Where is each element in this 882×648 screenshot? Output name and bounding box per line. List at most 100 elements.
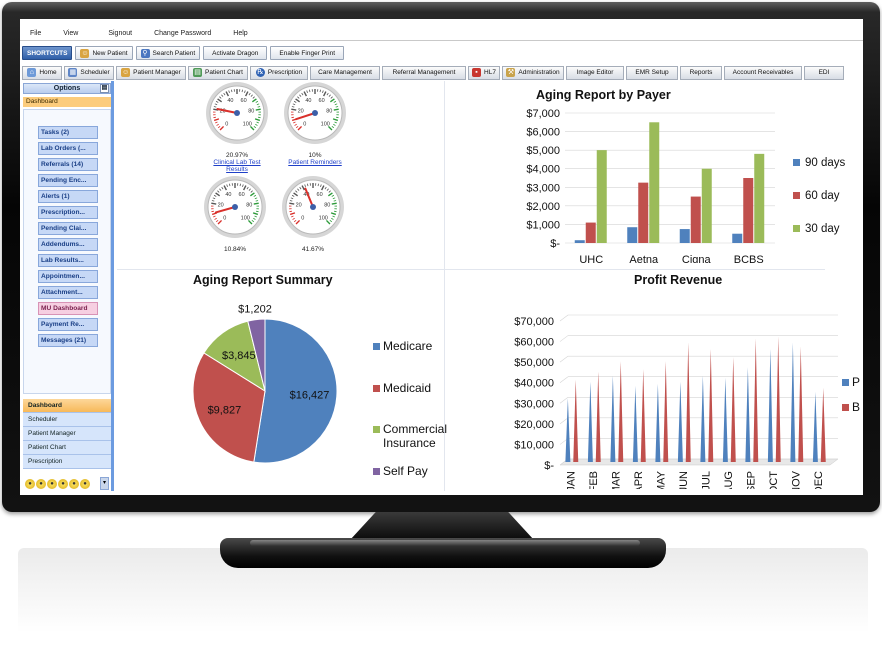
sidebar-item-attachments[interactable]: Attachment... (38, 286, 98, 299)
gauge-fourth: 0 20 40 60 80 100 41.67% (278, 175, 348, 253)
menu-file[interactable]: File (30, 30, 42, 37)
sidebar-item-pending-encounters[interactable]: Pending Enc... (38, 174, 98, 187)
tab-home[interactable]: ⌂ Home (22, 65, 62, 80)
tab-patient-chart[interactable]: ▤ Patient Chart (188, 65, 248, 80)
gauge-tick (242, 184, 244, 187)
sidebar-item-alerts[interactable]: Alerts (1) (38, 190, 98, 203)
gauge-tick-label: 80 (324, 203, 330, 209)
gauge-tick (319, 89, 321, 93)
tab-edi[interactable]: EDI (804, 65, 844, 80)
gauge-tick (331, 125, 335, 129)
nav-scheduler[interactable]: Scheduler (23, 413, 111, 427)
enable-finger-print-button[interactable]: Enable Finger Print (270, 46, 345, 60)
profit-bar (775, 336, 781, 462)
nav-icon-6[interactable]: ● (80, 479, 90, 489)
new-patient-icon: ☺ (80, 48, 90, 58)
tab-emr-setup[interactable]: EMR Setup (626, 65, 678, 80)
nav-shortcut-icons: ● ● ● ● ● ● (25, 479, 90, 489)
pin-icon[interactable]: ▤ (100, 84, 109, 93)
profit-bar (790, 342, 796, 462)
nav-icon-2[interactable]: ● (36, 479, 46, 489)
gauge-tick-label: 80 (248, 109, 254, 115)
tab-care-management[interactable]: Care Management (310, 65, 380, 80)
gauge-value: 10% (308, 152, 322, 159)
gauge-tick (254, 118, 261, 122)
sidebar-item-lab-results[interactable]: Lab Results... (38, 254, 98, 267)
gauge-tick (294, 123, 297, 126)
tab-scheduler-label: Scheduler (80, 69, 110, 76)
nav-more-icon[interactable]: ▾ (100, 477, 109, 490)
nav-icon-1[interactable]: ● (25, 479, 35, 489)
menu-help[interactable]: Help (233, 30, 248, 37)
patient-reminders-link[interactable]: Patient Reminders (288, 159, 342, 166)
sidebar-item-referrals[interactable]: Referrals (14) (38, 158, 98, 171)
gauge-tick-label: 80 (246, 203, 252, 209)
gauge-tick (299, 94, 302, 97)
search-patient-button[interactable]: ⚲ Search Patient (135, 46, 201, 60)
tab-administration[interactable]: ⚒ Administration (502, 65, 564, 80)
nav-icon-5[interactable]: ● (69, 479, 79, 489)
sidebar-item-appointments[interactable]: Appointmen... (38, 270, 98, 283)
tab-account-receivables[interactable]: Account Receivables (724, 65, 802, 80)
sidebar-item-pending-claims[interactable]: Pending Clai... (38, 222, 98, 235)
gauge-tick (291, 194, 295, 197)
gauge-tick (213, 194, 217, 197)
menu-change-password[interactable]: Change Password (154, 30, 212, 37)
clinical-lab-test-results-link[interactable]: Clinical Lab Test Results (213, 159, 261, 173)
gauge-tick-label: 80 (326, 109, 332, 115)
nav-icon-3[interactable]: ● (47, 479, 57, 489)
app-screen: File View Signout Change Password Help S… (20, 19, 863, 495)
gauge-tick (293, 121, 296, 124)
gauge-tick (333, 108, 339, 111)
sidebar-item-payment-reports[interactable]: Payment Re... (38, 318, 98, 331)
nav-patient-manager[interactable]: Patient Manager (23, 427, 111, 441)
gauge-tick-label: 0 (301, 215, 304, 221)
gauge-tick (221, 94, 224, 97)
payer-x-tick: UHC (579, 254, 603, 263)
tab-prescription[interactable]: ℞ Prescription (250, 65, 308, 80)
profit-y-tick: $70,000 (514, 316, 554, 328)
tab-hl7[interactable]: ▪ HL7 (468, 65, 500, 80)
nav-patient-chart[interactable]: Patient Chart (23, 441, 111, 455)
nav-dashboard[interactable]: Dashboard (23, 399, 111, 413)
gauge-tick (211, 200, 215, 202)
gauge-tick (295, 98, 301, 103)
gauge-tick (225, 91, 229, 97)
gauge-tick (253, 202, 259, 205)
payer-legend-swatch (793, 159, 800, 166)
sidebar-item-mu-dashboard[interactable]: MU Dashboard (38, 302, 98, 315)
gauge-tick-label: 0 (225, 121, 228, 127)
aging-summary-title: Aging Report Summary (193, 273, 333, 287)
menu-signout[interactable]: Signout (108, 30, 133, 37)
tab-reports[interactable]: Reports (680, 65, 722, 80)
profit-gridline-side (559, 417, 569, 425)
tab-image-editor[interactable]: Image Editor (566, 65, 624, 80)
payer-bar (574, 240, 585, 243)
nav-prescription[interactable]: Prescription (23, 455, 111, 469)
gauge-tick (293, 192, 299, 197)
pie-legend-swatch (373, 468, 380, 475)
gauge-tick (221, 186, 224, 190)
tab-scheduler[interactable]: ▦ Scheduler (64, 65, 114, 80)
activate-dragon-button[interactable]: Activate Dragon (203, 46, 268, 60)
sidebar-item-tasks[interactable]: Tasks (2) (38, 126, 98, 139)
menu-view[interactable]: View (63, 30, 79, 37)
sidebar-item-addendums[interactable]: Addendums... (38, 238, 98, 251)
payer-y-tick: $6,000 (526, 127, 560, 139)
gauge-tick (223, 92, 226, 96)
tab-referral-management[interactable]: Referral Management (382, 65, 466, 80)
sidebar-item-lab-orders[interactable]: Lab Orders (... (38, 142, 98, 155)
gauge-tick (216, 123, 219, 126)
sidebar-item-messages[interactable]: Messages (21) (38, 334, 98, 347)
profit-bar (812, 392, 818, 462)
tab-reports-label: Reports (689, 69, 713, 76)
new-patient-button[interactable]: ☺ New Patient (75, 46, 133, 60)
gauge-tick (248, 92, 251, 96)
profit-legend-swatch (842, 404, 849, 411)
dashboard-section-header[interactable]: Dashboard (23, 97, 111, 107)
tab-patient-manager[interactable]: ☺ Patient Manager (116, 65, 186, 80)
pie-legend-swatch (373, 343, 380, 350)
sidebar-item-prescription[interactable]: Prescription... (38, 206, 98, 219)
gauge-tick (255, 200, 259, 202)
nav-icon-4[interactable]: ● (58, 479, 68, 489)
